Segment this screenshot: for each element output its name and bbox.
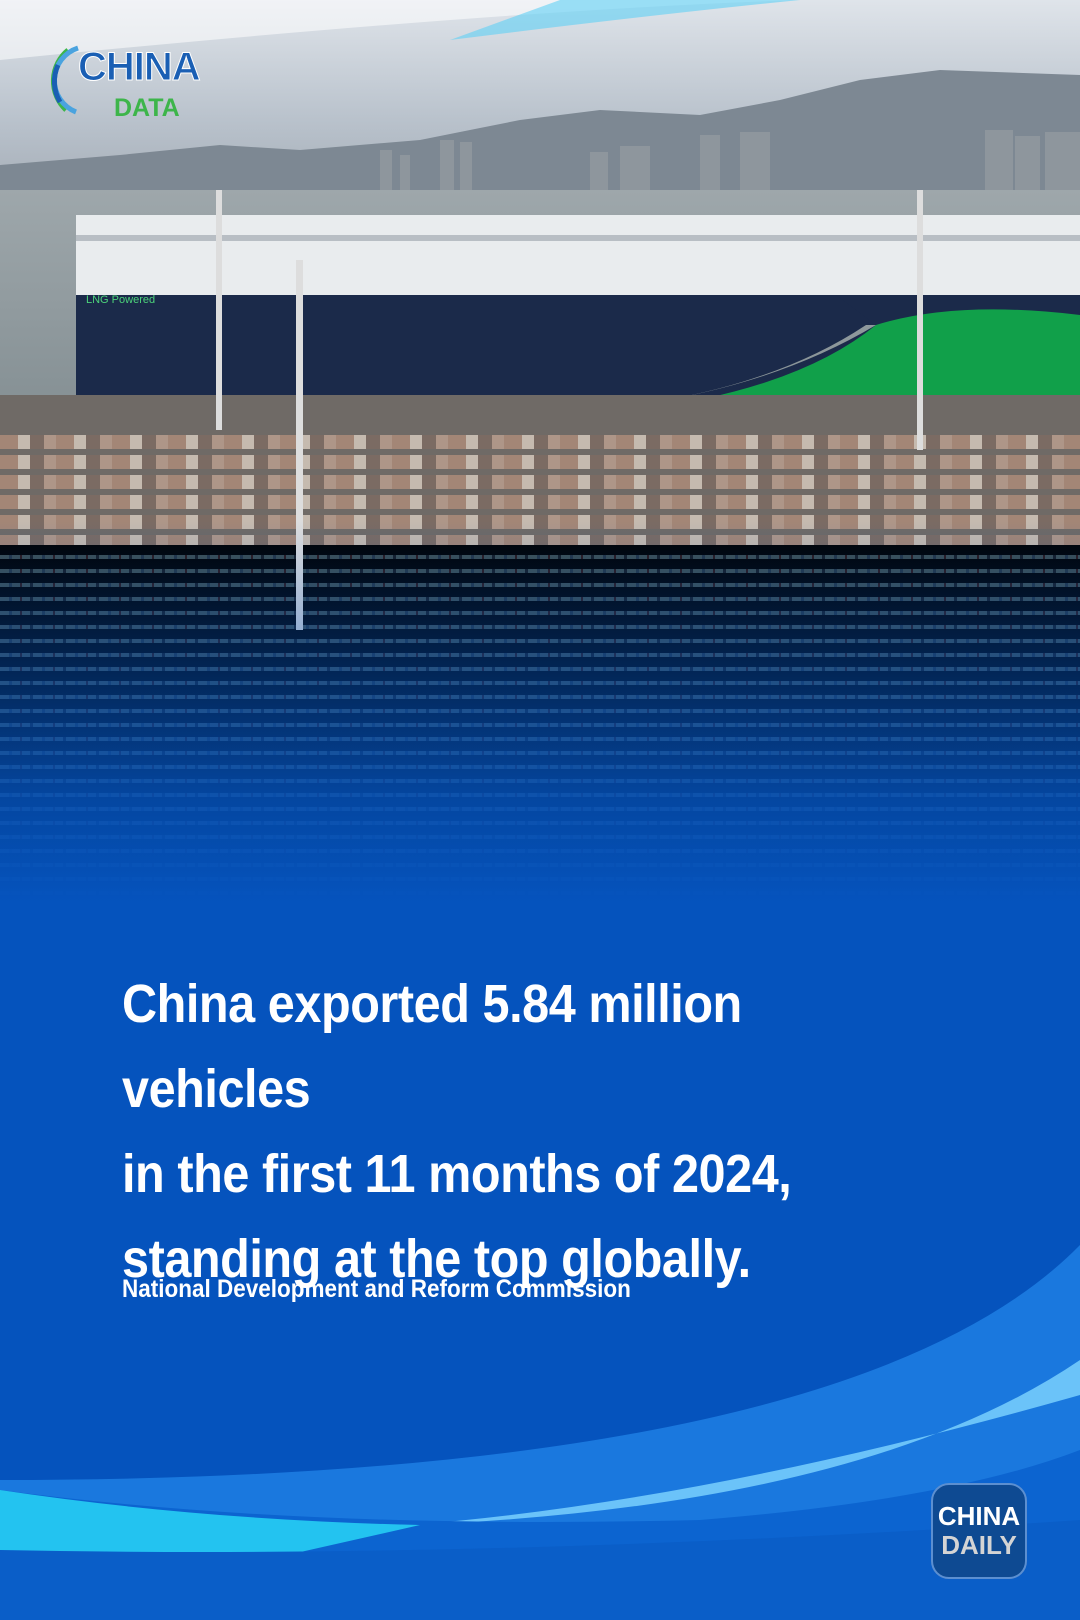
logo-china-text: CHINA: [78, 45, 202, 90]
decorative-waves: [0, 1245, 1080, 1620]
china-data-logo: CHINA DATA: [48, 40, 248, 125]
blue-gradient-overlay: [0, 0, 1080, 930]
headline-line-1: China exported 5.84 million vehicles: [122, 974, 742, 1119]
top-light-sweep: [0, 0, 800, 60]
china-data-arcs-icon: [50, 45, 79, 115]
headline: China exported 5.84 million vehicles in …: [122, 962, 896, 1302]
logo-data-text: DATA: [114, 94, 180, 122]
source-credit: National Development and Reform Commissi…: [122, 1275, 631, 1303]
china-daily-logo-line-1: CHINA: [937, 1501, 1021, 1531]
ship-hull-label: LNG Powered: [86, 294, 156, 306]
headline-line-2: in the first 11 months of 2024,: [122, 1144, 792, 1204]
headline-line-3: standing at the top globally.: [122, 1229, 751, 1289]
china-daily-logo-line-2: DAILY: [941, 1530, 1017, 1560]
hero-photo-port-vehicles: LNG Powered: [0, 0, 1080, 930]
china-daily-logo: CHINA DAILY: [931, 1483, 1027, 1579]
